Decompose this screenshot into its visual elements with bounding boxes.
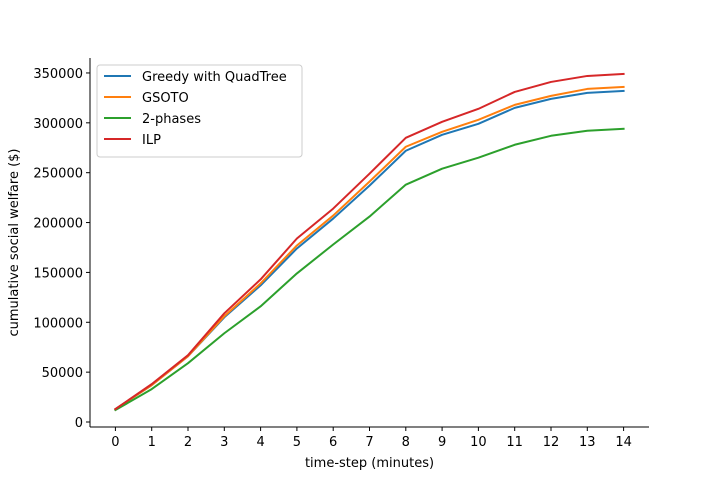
series-layer <box>114 72 625 412</box>
y-tick-label: 200000 <box>33 217 83 232</box>
y-tick-label: 250000 <box>33 167 83 182</box>
x-tick-label: 8 <box>402 435 410 450</box>
x-tick-label: 13 <box>579 435 596 450</box>
y-axis-title: cumulative social welfare ($) <box>7 149 22 337</box>
x-tick-label: 3 <box>220 435 228 450</box>
x-tick-label: 14 <box>615 435 632 450</box>
y-tick-label: 100000 <box>33 316 83 331</box>
x-tick-label: 4 <box>256 435 264 450</box>
axes-layer: 0 1 2 3 4 5 6 7 8 9 10 11 12 13 1405000010000015000020… <box>33 58 649 450</box>
x-tick-label: 1 <box>148 435 156 450</box>
x-tick-label: 6 <box>329 435 337 450</box>
x-axis-title: time-step (minutes) <box>305 456 434 471</box>
x-tick-label: 12 <box>543 435 560 450</box>
legend-label: Greedy with QuadTree <box>142 70 287 85</box>
legend-label: GSOTO <box>142 91 189 106</box>
y-tick-label: 300000 <box>33 117 83 132</box>
y-tick-label: 0 <box>75 416 83 431</box>
x-tick-label: 10 <box>470 435 487 450</box>
legend-box <box>96 64 303 158</box>
x-tick-label: 7 <box>365 435 373 450</box>
legend-label: 2-phases <box>142 112 201 127</box>
y-tick-label: 50000 <box>42 366 83 381</box>
x-tick-label: 5 <box>293 435 301 450</box>
x-tick-label: 0 <box>111 435 119 450</box>
x-tick-label: 9 <box>438 435 446 450</box>
series-line-4 <box>114 72 625 411</box>
y-tick-label: 150000 <box>33 266 83 281</box>
legend: Greedy with QuadTree GSOTO 2-phases ILP <box>96 64 303 158</box>
series-line-3 <box>114 127 625 412</box>
x-tick-label: 11 <box>506 435 523 450</box>
x-tick-label: 2 <box>184 435 192 450</box>
series-line-2 <box>114 85 625 411</box>
legend-label: ILP <box>142 133 161 148</box>
y-tick-label: 350000 <box>33 67 83 82</box>
